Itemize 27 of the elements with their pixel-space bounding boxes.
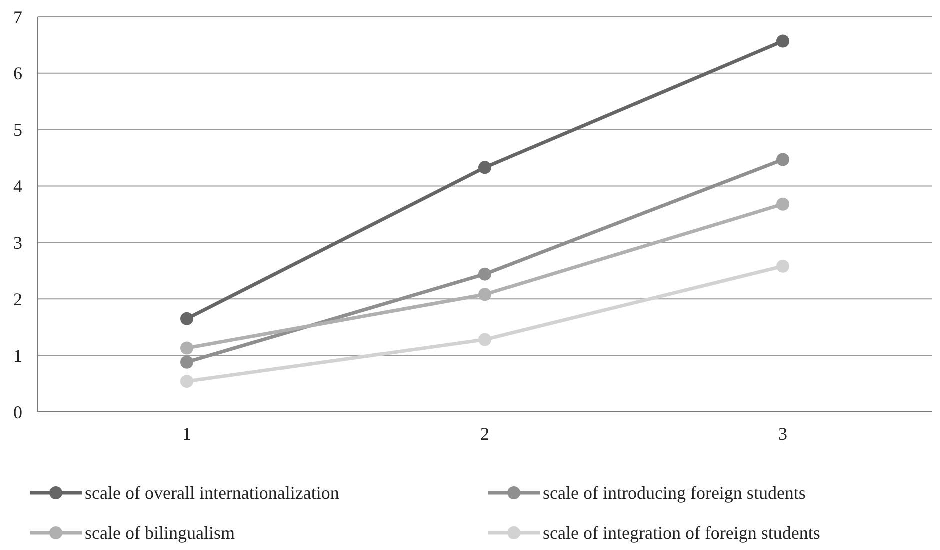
- y-tick-label: 3: [14, 233, 22, 254]
- legend-label: scale of bilingualism: [85, 523, 235, 543]
- legend-label: scale of integration of foreign students: [543, 523, 820, 543]
- point: [180, 356, 194, 369]
- y-tick-label: 7: [14, 7, 22, 28]
- x-tick-label: 3: [778, 424, 788, 444]
- point: [478, 268, 492, 281]
- legend-label: scale of overall internationalization: [85, 483, 340, 503]
- y-tick-label: 0: [14, 402, 22, 422]
- point: [776, 153, 790, 166]
- legend-label: scale of introducing foreign students: [543, 483, 806, 503]
- y-tick-label: 1: [14, 346, 22, 366]
- x-tick-label: 2: [480, 424, 490, 444]
- point: [180, 342, 194, 355]
- y-tick-label: 2: [14, 289, 22, 310]
- point: [478, 333, 492, 346]
- point: [478, 288, 492, 302]
- y-tick-label: 4: [14, 176, 22, 197]
- y-tick-label: 6: [14, 64, 22, 84]
- point: [478, 161, 492, 174]
- point: [776, 198, 790, 211]
- point: [180, 375, 194, 388]
- x-tick-label: 1: [182, 424, 192, 444]
- point: [180, 312, 194, 326]
- y-tick-label: 5: [14, 120, 22, 140]
- point: [776, 34, 790, 48]
- point: [776, 260, 790, 273]
